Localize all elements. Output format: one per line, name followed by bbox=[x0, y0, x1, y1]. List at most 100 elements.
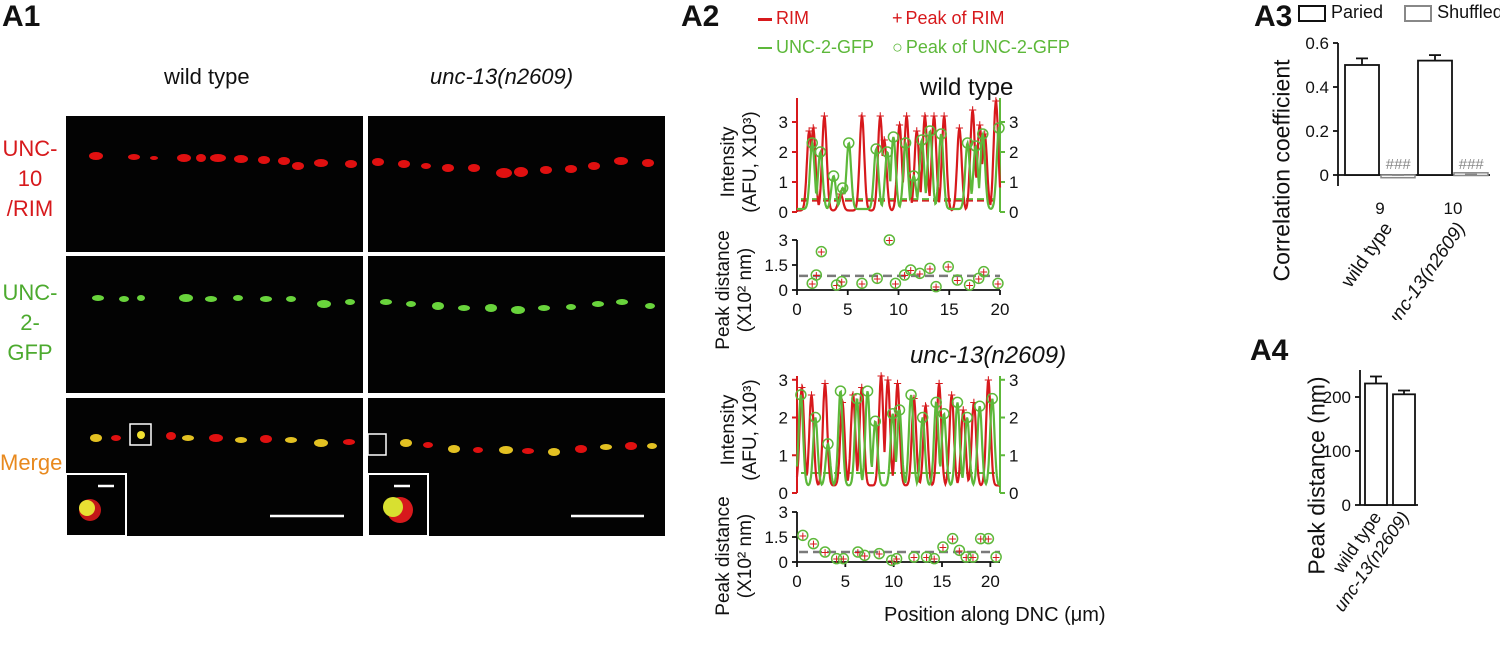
A2-wt-peak-distance-point-plus: + bbox=[965, 277, 973, 293]
A2-wt-intensity-rim-peak-marker: + bbox=[912, 123, 921, 140]
A2-wt-peak-distance-point-plus: + bbox=[832, 277, 840, 293]
panel-a2-label: A2 bbox=[681, 0, 720, 33]
A2-wt-peak-distance-point-plus: + bbox=[926, 260, 934, 276]
A2-wt-peak-distance-point-circle bbox=[942, 260, 954, 273]
a2-wt-title: wild type bbox=[920, 74, 1014, 101]
A2-mut-peak-distance-point-plus: + bbox=[930, 551, 938, 567]
A2-mut-intensity-unc2-peak-marker bbox=[851, 392, 863, 405]
legend-peak-rim-text: Peak of RIM bbox=[905, 8, 1005, 28]
A2-wt-intensity-unc2-peak-marker bbox=[881, 146, 894, 158]
rim-puncta-mut bbox=[372, 157, 654, 178]
A2-wt-intensity-unc2-peak-marker bbox=[935, 128, 947, 140]
A2-wt-peak-distance-point-plus: + bbox=[994, 275, 1002, 291]
A2-mut-intensity-rtick-label: 1 bbox=[1009, 446, 1018, 465]
A2-wt-intensity-ytick-label: 0 bbox=[779, 203, 788, 222]
A2-mut-peak-distance-xtick-label: 10 bbox=[884, 572, 903, 591]
A2-wt-peak-distance-point-circle bbox=[810, 269, 823, 281]
panel-a1-label: A1 bbox=[2, 0, 41, 33]
A2-mut-intensity-unc2-peak-marker bbox=[795, 389, 807, 401]
a1-row-gfp-line2: GFP bbox=[7, 340, 53, 365]
A2-mut-intensity-rim-peak-marker: + bbox=[877, 368, 886, 385]
legend-peak-rim: + Peak of RIM bbox=[892, 8, 1005, 29]
A2-wt-intensity-rim-peak-marker: + bbox=[820, 108, 829, 125]
A2-wt-peak-distance-ytick-label: 3 bbox=[779, 231, 788, 250]
legend-peak-unc2-text: Peak of UNC-2-GFP bbox=[905, 37, 1070, 57]
A2-mut-intensity-unc2-peak-marker bbox=[930, 396, 942, 409]
merge-puncta-mut bbox=[400, 439, 657, 456]
a4-ytick-label: 200 bbox=[1323, 388, 1351, 407]
a4-bar bbox=[1364, 382, 1388, 506]
A2-wt-peak-distance-point-circle bbox=[963, 279, 976, 291]
A2-mut-peak-distance-xtick-label: 5 bbox=[841, 572, 850, 591]
A2-mut-peak-distance-point-circle bbox=[837, 552, 850, 565]
a3-significance-label: ### bbox=[1385, 156, 1411, 173]
A2-mut-peak-distance-point-plus: + bbox=[992, 549, 1000, 565]
a1-row-merge-label: Merge bbox=[0, 450, 63, 475]
A2-mut-peak-distance-point-circle bbox=[908, 551, 920, 563]
A2-wt-peak-distance-xtick-label: 5 bbox=[843, 300, 852, 319]
A2-wt-peak-distance-point-plus: + bbox=[900, 267, 908, 283]
a3-ylabel: Correlation coefficient bbox=[1268, 59, 1295, 282]
A2-wt-peak-distance-point-plus: + bbox=[891, 275, 899, 291]
A2-mut-intensity-rtick-label: 3 bbox=[1009, 371, 1018, 390]
a3-category-label: unc-13(n2609) bbox=[1382, 219, 1470, 320]
A2-mut-peak-distance-point-circle bbox=[852, 546, 864, 558]
a4-bar bbox=[1392, 393, 1416, 506]
A2-mut-intensity-ytick-label: 2 bbox=[779, 409, 788, 428]
A2-wt-peak-distance-xtick-label: 15 bbox=[940, 300, 959, 319]
merge-puncta-wt bbox=[90, 432, 355, 447]
a1-row-rim-label: UNC-10 /RIM bbox=[0, 134, 60, 224]
A2-mut-intensity-unc2-peak-marker bbox=[861, 385, 874, 397]
A2-mut-peak-distance-point-circle bbox=[858, 549, 871, 562]
a4-ytick-label: 0 bbox=[1342, 496, 1351, 515]
legend-shuffled-text: Shuffled bbox=[1437, 2, 1500, 22]
A2-wt-peak-distance-ytick-label: 1.5 bbox=[764, 256, 788, 275]
A2-mut-peak-distance-point-circle bbox=[890, 552, 903, 565]
A2-mut-peak-distance-point-plus: + bbox=[910, 549, 918, 565]
A2-wt-peak-distance-point-plus: + bbox=[953, 272, 961, 288]
a3-ytick-label: 0.6 bbox=[1305, 34, 1329, 53]
A2-wt-intensity-rim-peak-marker: + bbox=[895, 117, 904, 134]
img-gfp-mut bbox=[368, 256, 665, 393]
A2-mut-intensity-unc2-peak-marker bbox=[886, 407, 899, 420]
A2-mut-peak-distance-point-plus: + bbox=[799, 527, 807, 543]
A2-wt-intensity-ytick-label: 1 bbox=[779, 173, 788, 192]
A2-wt-intensity-ytick-label: 2 bbox=[779, 143, 788, 162]
A2-wt-peak-distance-point-plus: + bbox=[808, 275, 816, 291]
gfp-puncta-wt bbox=[92, 294, 355, 308]
A2-mut-intensity-rim-peak-marker: + bbox=[959, 402, 968, 419]
A2-mut-intensity-ytick-label: 0 bbox=[779, 484, 788, 503]
A2-wt-peak-distance-point-circle bbox=[924, 262, 936, 275]
a3-ytick-label: 0.4 bbox=[1305, 78, 1329, 97]
A2-mut-intensity-unc2-peak-marker bbox=[986, 392, 999, 405]
A2-mut-intensity-rim-peak-marker: + bbox=[883, 372, 892, 389]
legend-unc2-line-icon bbox=[758, 47, 772, 50]
A2-mut-intensity-rim-peak-marker: + bbox=[921, 398, 930, 415]
A2-wt-peak-distance-point-plus: + bbox=[858, 275, 866, 291]
A2-mut-peak-distance-point-plus: + bbox=[809, 536, 817, 552]
A2-wt-peak-distance-xtick-label: 20 bbox=[991, 300, 1010, 319]
A2-mut-peak-distance-point-plus: + bbox=[939, 539, 947, 555]
A2-mut-peak-distance-point-circle bbox=[928, 552, 941, 565]
A2-wt-intensity-rim-peak-marker: + bbox=[809, 120, 818, 137]
A2-mut-peak-distance-ytick-label: 1.5 bbox=[764, 528, 788, 547]
A2-wt-peak-distance-point-circle bbox=[951, 274, 964, 286]
A2-wt-intensity-rim-peak-marker: + bbox=[930, 108, 939, 125]
a1-image-grid bbox=[66, 116, 665, 537]
panel-a3-label: A3 bbox=[1254, 0, 1293, 33]
A2-wt-intensity-unc2-peak-marker bbox=[836, 182, 849, 194]
A2-wt-peak-distance-point-plus: + bbox=[944, 259, 952, 275]
A2-mut-peak-distance-point-circle bbox=[830, 552, 843, 565]
A2-wt-intensity-rim-peak-marker: + bbox=[955, 120, 964, 137]
A2-wt-peak-distance-point-circle bbox=[883, 234, 896, 246]
A2-wt-intensity-rtick-label: 2 bbox=[1009, 143, 1018, 162]
legend-rim-text: RIM bbox=[776, 8, 809, 28]
A2-wt-intensity-rim-peak-marker: + bbox=[980, 126, 989, 143]
A2-mut-peak-distance-point-circle bbox=[885, 554, 898, 567]
A2-mut-peak-distance-point-plus: + bbox=[854, 544, 862, 560]
plus-marker-icon: + bbox=[892, 8, 903, 28]
A2-mut-peak-distance-point-circle bbox=[807, 537, 820, 550]
A2-mut-intensity-unc2-peak-marker bbox=[916, 411, 929, 424]
